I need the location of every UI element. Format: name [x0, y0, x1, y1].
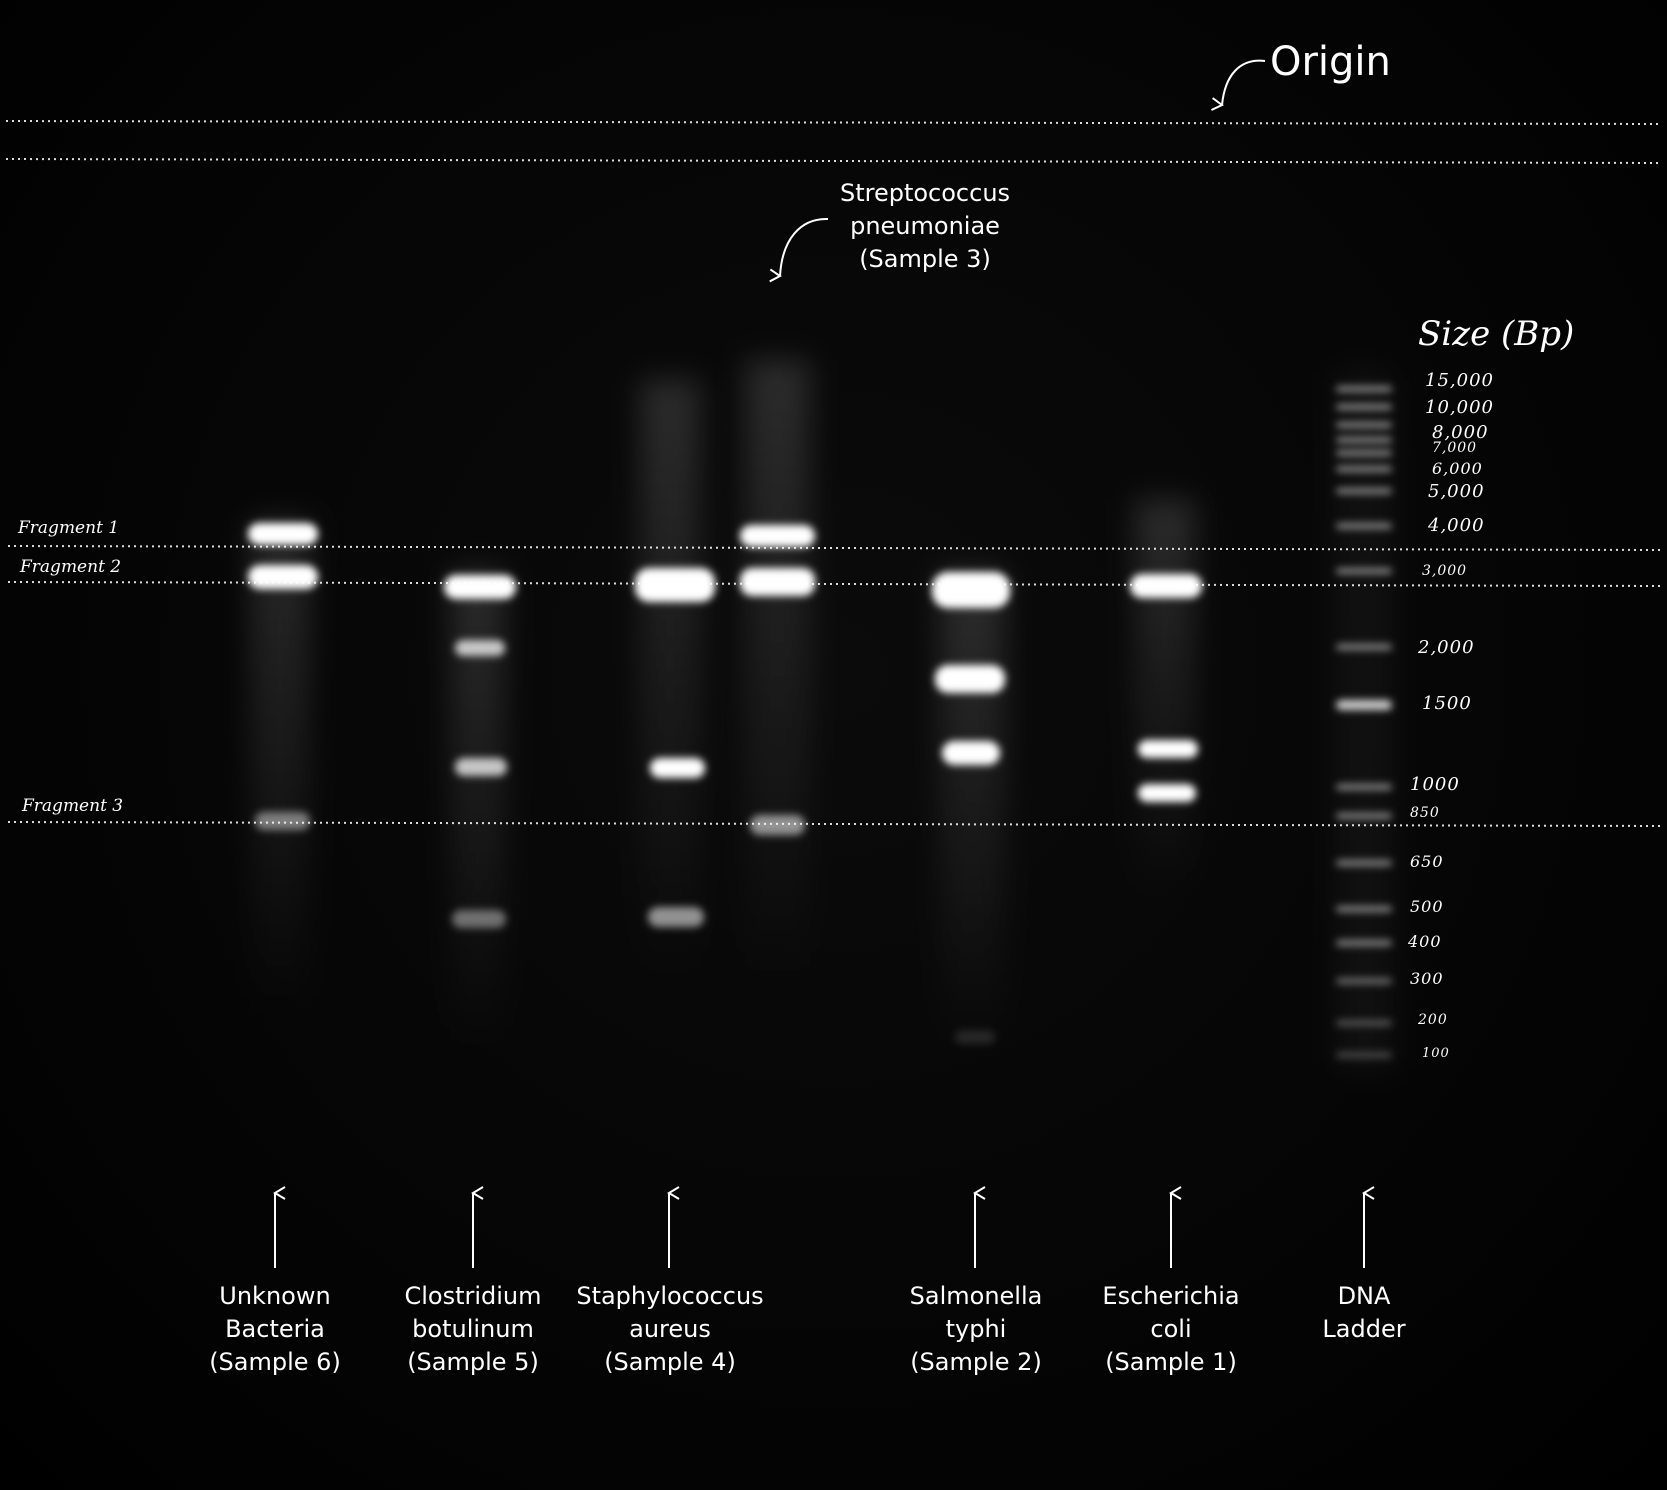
band	[942, 741, 1000, 765]
ladder-size-label: 200	[1418, 1012, 1448, 1028]
band	[740, 568, 815, 596]
band	[650, 758, 705, 778]
lane-label-sample-4: Staphylococcus aureus (Sample 4)	[576, 1282, 764, 1376]
ladder-size-label: 100	[1422, 1046, 1450, 1061]
band	[935, 665, 1005, 693]
ladder-size-label: 5,000	[1428, 481, 1485, 502]
smear-lane-1	[1135, 500, 1195, 900]
ladder-size-label: 400	[1408, 932, 1442, 951]
origin-label: Origin	[1270, 39, 1391, 85]
origin-line-bottom	[5, 158, 1661, 164]
fragment-3-label: Fragment 3	[22, 796, 124, 816]
lane-label-sample-6: Unknown Bacteria (Sample 6)	[209, 1282, 341, 1376]
band	[635, 568, 715, 602]
ladder-size-label: 300	[1410, 969, 1444, 988]
origin-line-top	[5, 120, 1661, 125]
band	[1138, 740, 1198, 758]
ladder-size-label: 10,000	[1425, 397, 1494, 418]
size-header: Size (Bp)	[1418, 314, 1575, 354]
smear-ladder	[1335, 370, 1395, 1070]
smear-lane-3	[745, 360, 810, 980]
band	[648, 907, 704, 927]
ladder-size-label: 1000	[1410, 774, 1460, 795]
ladder-size-label: 2,000	[1418, 637, 1475, 658]
ladder-size-label: 650	[1410, 852, 1444, 871]
band	[452, 910, 506, 928]
fragment-1-label: Fragment 1	[18, 518, 120, 538]
ladder-size-label: 4,000	[1428, 515, 1485, 536]
ladder-size-label: 7,000	[1432, 440, 1478, 456]
ladder-size-label: 3,000	[1422, 563, 1468, 579]
ladder-size-label: 850	[1410, 805, 1440, 821]
lane-label-ladder: DNA Ladder	[1322, 1282, 1406, 1343]
band	[1130, 574, 1202, 598]
lane-label-sample-5: Clostridium botulinum (Sample 5)	[404, 1282, 542, 1376]
ladder-size-label: 6,000	[1432, 459, 1483, 478]
band	[1138, 784, 1196, 802]
band	[444, 575, 516, 599]
band	[955, 1030, 995, 1044]
ladder-bands	[1336, 386, 1392, 1058]
fragment-2-label: Fragment 2	[20, 557, 122, 577]
lane-label-sample-3: Streptococcus pneumoniae (Sample 3)	[839, 179, 1011, 273]
ladder-size-label: 1500	[1422, 693, 1472, 714]
smear-lane-2	[940, 570, 1005, 1050]
lane-label-sample-1: Escherichia coli (Sample 1)	[1102, 1282, 1240, 1376]
bands	[248, 523, 1202, 1044]
band	[455, 758, 507, 776]
ladder-size-label: 8,000	[1432, 422, 1489, 443]
arrows	[273, 59, 1375, 1268]
lane-smears	[250, 360, 1395, 1070]
band	[255, 812, 310, 830]
sample-3-arrow-icon	[769, 217, 829, 283]
ladder-size-label: 500	[1410, 897, 1444, 916]
band	[740, 525, 815, 547]
smear-lane-4	[640, 380, 700, 980]
band	[248, 523, 318, 545]
lane-label-sample-2: Salmonella typhi (Sample 2)	[909, 1282, 1043, 1376]
smear-lane-6	[250, 520, 310, 1020]
band	[750, 815, 805, 835]
ladder-size-label: 15,000	[1425, 370, 1494, 391]
band	[248, 565, 318, 589]
band	[455, 640, 505, 656]
origin-arrow-icon	[1211, 59, 1266, 111]
band	[932, 572, 1010, 608]
